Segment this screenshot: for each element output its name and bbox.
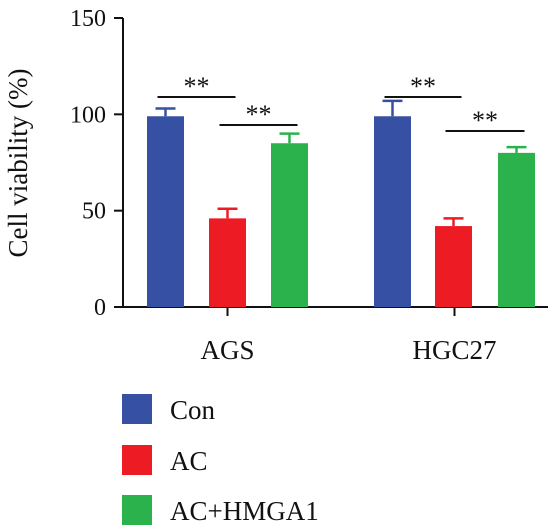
significance-annotations: ** ** ** ** <box>157 72 525 135</box>
significance-label: ** <box>184 72 210 101</box>
y-tick-label: 0 <box>94 295 106 321</box>
axes: 0 50 100 150 Cell viability (%) AGS HGC27 <box>3 6 548 365</box>
y-tick-label: 100 <box>70 102 106 128</box>
bars <box>147 99 535 307</box>
y-tick-label: 150 <box>70 6 106 32</box>
legend-swatch <box>122 495 152 525</box>
x-tick-label: HGC27 <box>412 335 496 365</box>
bar <box>435 226 472 307</box>
legend-label: AC+HMGA1 <box>170 496 319 526</box>
bar <box>147 116 184 307</box>
significance-label: ** <box>246 100 272 129</box>
bar <box>209 218 246 307</box>
bar <box>374 116 411 307</box>
legend: Con AC AC+HMGA1 <box>122 394 319 526</box>
x-tick-label: AGS <box>200 335 254 365</box>
y-tick-label: 50 <box>82 199 106 225</box>
significance-label: ** <box>472 106 498 135</box>
y-axis-label: Cell viability (%) <box>3 69 33 258</box>
bar <box>498 152 535 307</box>
legend-swatch <box>122 445 152 475</box>
legend-swatch <box>122 394 152 424</box>
significance-label: ** <box>410 72 436 101</box>
legend-label: AC <box>170 446 208 476</box>
bar <box>271 143 308 307</box>
legend-label: Con <box>170 395 216 425</box>
